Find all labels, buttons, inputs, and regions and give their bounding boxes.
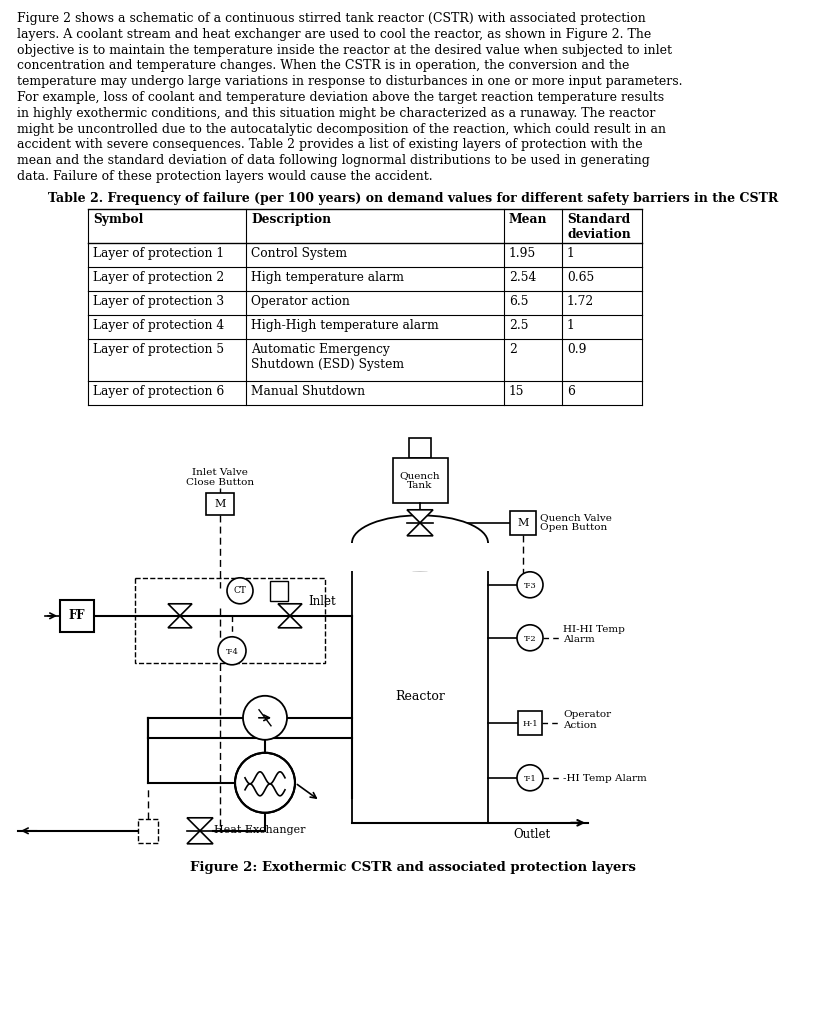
Text: FF: FF: [69, 609, 85, 623]
Bar: [510, 511, 536, 535]
Text: Inlet: Inlet: [308, 595, 335, 608]
Text: Quench
Tank: Quench Tank: [400, 471, 440, 490]
Bar: [206, 493, 234, 515]
Circle shape: [517, 571, 543, 598]
Circle shape: [227, 578, 253, 604]
Text: Symbol: Symbol: [93, 213, 144, 226]
Circle shape: [243, 695, 287, 739]
Text: High-High temperature alarm: High-High temperature alarm: [251, 318, 439, 332]
Text: might be uncontrolled due to the autocatalytic decomposition of the reaction, wh: might be uncontrolled due to the autocat…: [17, 123, 666, 135]
Bar: [138, 819, 158, 843]
Text: Layer of protection 4: Layer of protection 4: [93, 318, 224, 332]
Text: Layer of protection 6: Layer of protection 6: [93, 385, 224, 397]
Text: Automatic Emergency
Shutdown (ESD) System: Automatic Emergency Shutdown (ESD) Syste…: [251, 343, 404, 371]
Polygon shape: [407, 510, 433, 523]
Text: Layer of protection 1: Layer of protection 1: [93, 247, 224, 260]
Circle shape: [517, 625, 543, 651]
Text: 15: 15: [509, 385, 525, 397]
Polygon shape: [187, 830, 213, 844]
Polygon shape: [168, 615, 192, 628]
Polygon shape: [187, 818, 213, 830]
Text: data. Failure of these protection layers would cause the accident.: data. Failure of these protection layers…: [17, 170, 433, 183]
Text: HI-HI Temp
Alarm: HI-HI Temp Alarm: [563, 625, 625, 644]
Text: Operator
Action: Operator Action: [563, 710, 611, 729]
Text: Standard
deviation: Standard deviation: [567, 213, 631, 241]
Bar: [518, 711, 542, 735]
Text: Manual Shutdown: Manual Shutdown: [251, 385, 365, 397]
Bar: [352, 543, 488, 823]
Text: Heat Exchanger: Heat Exchanger: [214, 824, 306, 835]
Text: mean and the standard deviation of data following lognormal distributions to be : mean and the standard deviation of data …: [17, 155, 650, 167]
Text: High temperature alarm: High temperature alarm: [251, 270, 404, 284]
Text: 1.95: 1.95: [509, 247, 536, 260]
Text: Operator action: Operator action: [251, 295, 350, 308]
Text: Mean: Mean: [509, 213, 548, 226]
Text: Layer of protection 3: Layer of protection 3: [93, 295, 224, 308]
Text: T-1: T-1: [524, 775, 536, 782]
Text: Reactor: Reactor: [395, 690, 445, 703]
Text: 6: 6: [567, 385, 575, 397]
Text: 0.9: 0.9: [567, 343, 586, 355]
Text: 1: 1: [567, 247, 575, 260]
Text: Outlet: Outlet: [513, 827, 550, 841]
Text: 2: 2: [509, 343, 517, 355]
Polygon shape: [278, 615, 302, 628]
Circle shape: [235, 753, 295, 813]
Text: M: M: [517, 518, 529, 527]
Text: 1: 1: [567, 318, 575, 332]
Bar: [135, 578, 325, 663]
Text: Layer of protection 5: Layer of protection 5: [93, 343, 224, 355]
Text: temperature may undergo large variations in response to disturbances in one or m: temperature may undergo large variations…: [17, 75, 682, 88]
Text: Control System: Control System: [251, 247, 347, 260]
Text: T-2: T-2: [524, 635, 536, 643]
Text: T-4: T-4: [225, 648, 239, 655]
Text: M: M: [214, 499, 225, 509]
Text: in highly exothermic conditions, and this situation might be characterized as a : in highly exothermic conditions, and thi…: [17, 106, 655, 120]
Polygon shape: [278, 604, 302, 615]
Bar: [392, 458, 448, 503]
Bar: [60, 600, 94, 632]
Text: Quench Valve
Open Button: Quench Valve Open Button: [540, 513, 612, 532]
Text: 1.72: 1.72: [567, 295, 594, 308]
Text: 2.5: 2.5: [509, 318, 529, 332]
Text: layers. A coolant stream and heat exchanger are used to cool the reactor, as sho: layers. A coolant stream and heat exchan…: [17, 28, 651, 41]
Text: Description: Description: [251, 213, 331, 226]
Text: Figure 2 shows a schematic of a continuous stirred tank reactor (CSTR) with asso: Figure 2 shows a schematic of a continuo…: [17, 12, 646, 25]
Text: Figure 2: Exothermic CSTR and associated protection layers: Figure 2: Exothermic CSTR and associated…: [190, 861, 636, 873]
Text: concentration and temperature changes. When the CSTR is in operation, the conver: concentration and temperature changes. W…: [17, 59, 629, 73]
Text: H-1: H-1: [522, 720, 538, 728]
Circle shape: [517, 765, 543, 791]
Ellipse shape: [352, 515, 488, 570]
Text: 2.54: 2.54: [509, 270, 536, 284]
Polygon shape: [168, 604, 192, 615]
Text: Table 2. Frequency of failure (per 100 years) on demand values for different saf: Table 2. Frequency of failure (per 100 y…: [48, 191, 778, 205]
Polygon shape: [407, 523, 433, 536]
Text: objective is to maintain the temperature inside the reactor at the desired value: objective is to maintain the temperature…: [17, 44, 672, 56]
Text: -HI Temp Alarm: -HI Temp Alarm: [563, 774, 647, 783]
Bar: [350, 543, 490, 571]
Text: Inlet Valve
Close Button: Inlet Valve Close Button: [186, 468, 254, 487]
Text: 6.5: 6.5: [509, 295, 529, 308]
Text: accident with severe consequences. Table 2 provides a list of existing layers of: accident with severe consequences. Table…: [17, 138, 643, 152]
Bar: [270, 581, 288, 601]
Circle shape: [218, 637, 246, 665]
Text: Layer of protection 2: Layer of protection 2: [93, 270, 224, 284]
Text: 0.65: 0.65: [567, 270, 594, 284]
Text: CT: CT: [234, 587, 246, 595]
Text: For example, loss of coolant and temperature deviation above the target reaction: For example, loss of coolant and tempera…: [17, 91, 664, 104]
Bar: [409, 438, 431, 458]
Text: T-3: T-3: [524, 582, 536, 590]
